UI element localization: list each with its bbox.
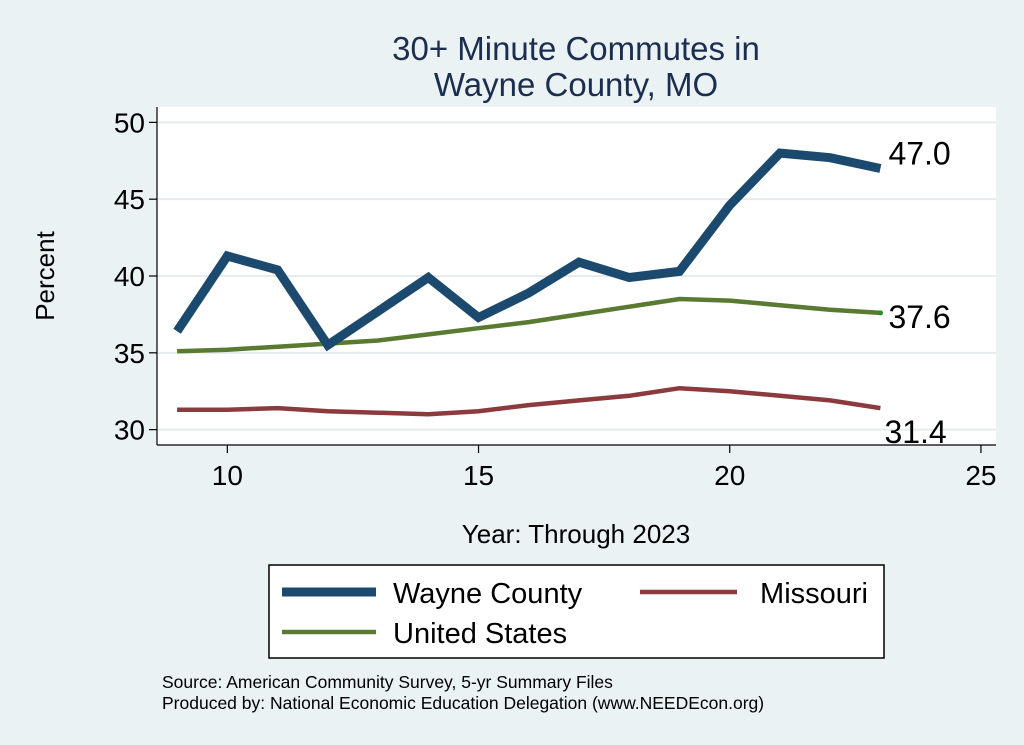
y-axis-title: Percent [30,230,60,320]
y-tick-label: 40 [114,261,145,292]
y-axis-ticks: 30 35 40 45 50 [114,107,157,446]
series-line-united-states [177,296,881,354]
end-marker-united-states [877,310,883,316]
chart-title-line-1: 30+ Minute Commutes in [392,30,760,67]
legend-box [268,564,885,659]
x-axis-title: Year: Through 2023 [462,519,690,549]
end-labels: 47.0 31.4 37.6 [877,135,951,450]
series-line-missouri [177,385,881,417]
legend: Wayne County Missouri United States [268,564,885,659]
produced-by-note: Produced by: National Economic Education… [162,693,764,713]
y-tick-label: 45 [114,184,145,215]
legend-label-missouri: Missouri [760,578,868,610]
y-tick-label: 30 [114,415,145,446]
legend-label-wayne-county: Wayne County [393,578,583,610]
legend-label-united-states: United States [393,618,567,650]
x-tick-label: 15 [463,460,494,491]
end-label-wayne-county: 47.0 [888,135,950,171]
series-lines [173,148,882,417]
x-tick-label: 25 [965,460,996,491]
x-tick-label: 10 [212,460,243,491]
gridlines [157,121,996,431]
end-label-missouri: 31.4 [884,414,946,450]
series-line-wayne-county [173,148,882,352]
x-axis-ticks: 10 15 20 25 [212,445,997,491]
y-tick-label: 50 [114,107,145,138]
source-note: Source: American Community Survey, 5-yr … [162,672,613,692]
x-tick-label: 20 [714,460,745,491]
end-label-united-states: 37.6 [888,299,950,335]
y-tick-label: 35 [114,338,145,369]
chart-title-line-2: Wayne County, MO [434,66,718,103]
